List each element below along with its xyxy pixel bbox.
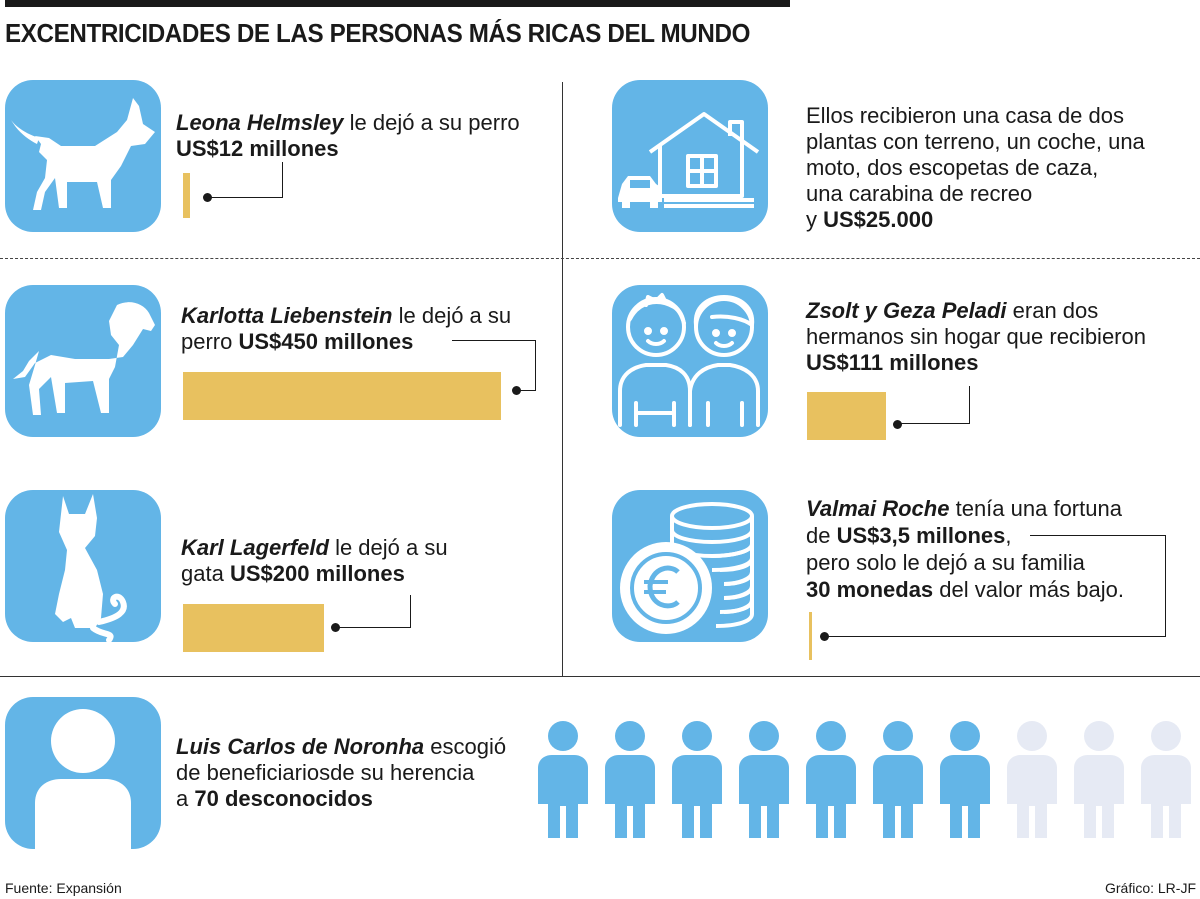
helmsley-amount: US$12 millones [176, 136, 339, 161]
helmsley-name: Leona Helmsley [176, 110, 344, 135]
noronha-name: Luis Carlos de Noronha [176, 734, 425, 759]
person-filled-icon [739, 720, 789, 840]
roche-connector [824, 535, 1166, 637]
roche-text1: tenía una fortuna [955, 496, 1122, 521]
person-filled-icon [605, 720, 655, 840]
helmsley-text: Leona Helmsley le dejó a su perro US$12 … [176, 110, 520, 162]
helmsley-text1: le dejó a su perro [349, 110, 520, 135]
liebenstein-text2: perro [181, 329, 233, 354]
person-filled-icon [538, 720, 588, 840]
lagerfeld-name: Karl Lagerfeld [181, 535, 329, 560]
lagerfeld-text1: le dejó a su [335, 535, 448, 560]
noronha-text: Luis Carlos de Noronha escogió de benefi… [176, 734, 506, 812]
coins-euro-icon [612, 490, 768, 642]
roche-text: Valmai Roche tenía una fortuna de US$3,5… [806, 495, 1124, 603]
person-filled-icon [873, 720, 923, 840]
column-divider [562, 82, 563, 676]
cat-icon [5, 490, 161, 642]
peladi-text: Zsolt y Geza Peladi eran dos hermanos si… [806, 298, 1146, 376]
peladi-connector [897, 386, 970, 424]
person-filled-icon [806, 720, 856, 840]
lagerfeld-amount: US$200 millones [229, 561, 405, 586]
roche-bar [809, 612, 812, 660]
lagerfeld-bar [183, 604, 324, 652]
peladi-bar [807, 392, 886, 440]
liebenstein-text: Karlotta Liebenstein le dejó a su perro … [181, 303, 511, 355]
liebenstein-bar [183, 372, 501, 420]
house-amount: US$25.000 [823, 207, 934, 232]
noronha-text1: escogió [430, 734, 507, 759]
person-empty-icon [1007, 720, 1057, 840]
roche-line4-post: del valor más bajo. [939, 577, 1124, 602]
liebenstein-amount: US$450 millones [238, 329, 414, 354]
person-filled-icon [940, 720, 990, 840]
person-empty-icon [1141, 720, 1191, 840]
house-line5-pre: y [806, 207, 817, 232]
page-title: EXCENTRICIDADES DE LAS PERSONAS MÁS RICA… [5, 18, 751, 48]
liebenstein-connector [452, 340, 536, 391]
liebenstein-text1: le dejó a su [398, 303, 512, 328]
roche-name: Valmai Roche [806, 496, 950, 521]
roche-line2-post: , [1005, 523, 1012, 548]
person-icon [5, 697, 161, 849]
peladi-amount: US$111 millones [806, 350, 979, 375]
noronha-line3-pre: a [176, 786, 189, 811]
peladi-connector-dot [893, 420, 902, 429]
footer-credit: Gráfico: LR-JF [1104, 880, 1196, 896]
liebenstein-name: Karlotta Liebenstein [181, 303, 393, 328]
lagerfeld-connector [335, 595, 411, 628]
brothers-icon [612, 285, 768, 437]
peladi-name: Zsolt y Geza Peladi [806, 298, 1007, 323]
house-line4: una carabina de recreo [806, 181, 1033, 206]
peladi-text1: eran dos [1012, 298, 1099, 323]
liebenstein-connector-dot [512, 386, 521, 395]
row-divider [0, 258, 1200, 259]
bottom-divider [0, 676, 1200, 677]
house-car-icon [612, 80, 768, 232]
helmsley-connector [207, 162, 283, 198]
house-line2: plantas con terreno, un coche, una [806, 129, 1145, 154]
lagerfeld-text2: gata [181, 561, 224, 586]
people-pictogram [538, 720, 1198, 840]
roche-line2-pre: de [806, 523, 831, 548]
footer-source: Fuente: Expansión [5, 880, 122, 896]
noronha-amount: 70 desconocidos [194, 786, 373, 811]
house-line3: moto, dos escopetas de caza, [806, 155, 1099, 180]
lagerfeld-text: Karl Lagerfeld le dejó a su gata US$200 … [181, 535, 448, 587]
roche-line3: pero solo le dejó a su familia [806, 550, 1085, 575]
helmsley-bar [183, 173, 190, 218]
house-text: Ellos recibieron una casa de dos plantas… [806, 103, 1145, 233]
person-filled-icon [672, 720, 722, 840]
peladi-line2: hermanos sin hogar que recibieron [806, 324, 1146, 349]
dog-icon [5, 285, 161, 437]
roche-coins: 30 monedas [806, 577, 934, 602]
top-rule [5, 0, 790, 7]
roche-amount: US$3,5 millones [836, 523, 1006, 548]
house-line1: Ellos recibieron una casa de dos [806, 103, 1124, 128]
roche-connector-top [1030, 535, 1166, 536]
person-empty-icon [1074, 720, 1124, 840]
noronha-line2: de beneficiariosde su herencia [176, 760, 475, 785]
dog-icon [5, 80, 161, 232]
liebenstein-connector-h [517, 390, 536, 391]
